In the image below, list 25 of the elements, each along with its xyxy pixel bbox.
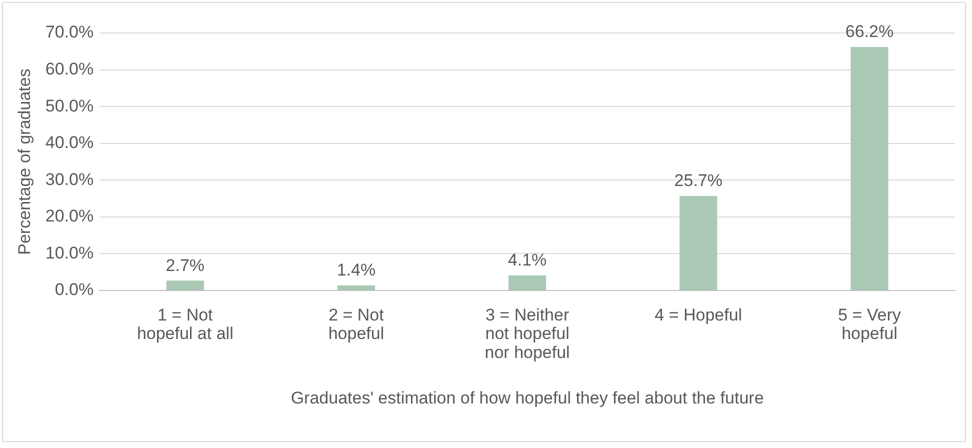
data-label: 2.7%	[166, 256, 205, 275]
x-tick-label: 2 = Not hopeful	[328, 306, 384, 344]
y-tick-label: 40.0%	[45, 133, 94, 152]
data-label: 25.7%	[674, 171, 722, 190]
x-tick-label: 1 = Not hopeful at all	[136, 306, 234, 344]
y-tick-label: 60.0%	[45, 59, 94, 78]
y-tick-label: 30.0%	[45, 170, 94, 189]
y-tick-label: 10.0%	[45, 243, 94, 262]
x-tick-label: 4 = Hopeful	[654, 306, 742, 325]
y-tick-label: 70.0%	[45, 22, 94, 42]
x-axis-title: Graduates' estimation of how hopeful they feel about the future	[290, 388, 764, 408]
y-tick-label: 50.0%	[45, 96, 94, 116]
x-tick-label: 5 = Very hopeful	[838, 306, 902, 344]
data-label: 66.2%	[845, 22, 894, 42]
data-label: 1.4%	[336, 260, 376, 280]
y-tick-label: 0.0%	[54, 280, 94, 300]
bar	[508, 275, 546, 290]
bar	[680, 196, 718, 290]
y-tick-label: 20.0%	[45, 206, 94, 226]
bar	[166, 280, 204, 290]
bar	[337, 285, 376, 290]
y-axis-title: Percentage of graduates	[14, 68, 34, 255]
bar	[850, 46, 888, 290]
data-label: 4.1%	[508, 250, 547, 270]
x-tick-label: 3 = Neither not hopeful nor hopeful	[484, 306, 570, 362]
